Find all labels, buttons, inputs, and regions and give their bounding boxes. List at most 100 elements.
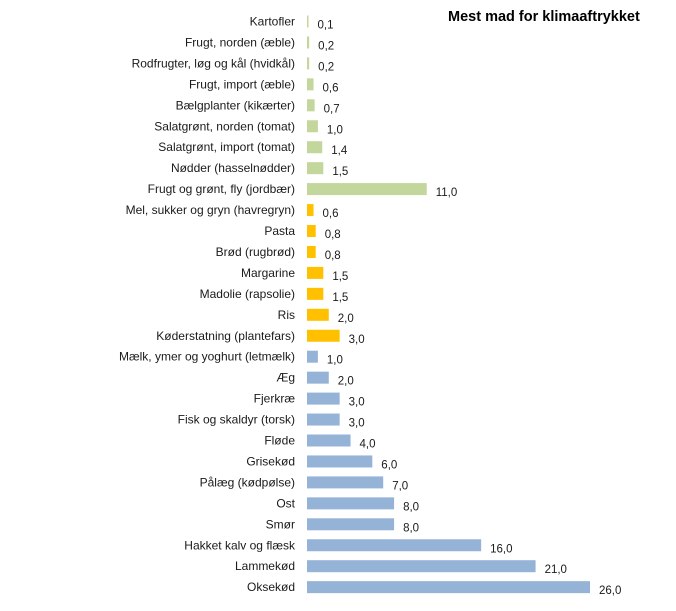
value-label: 7,0	[392, 480, 408, 492]
bar	[307, 350, 318, 363]
bar-row: Fisk og skaldyr (torsk) 3,0	[178, 413, 365, 430]
bar	[307, 183, 427, 196]
bar-row: Grisekød 6,0	[246, 454, 397, 471]
bar	[307, 15, 309, 28]
value-label: 0,1	[318, 20, 334, 32]
category-label: Frugt, import (æble)	[189, 77, 295, 91]
bar	[307, 57, 310, 70]
value-label: 11,0	[436, 187, 458, 199]
bar	[307, 581, 590, 594]
bar	[307, 225, 316, 237]
bar-row: Nødder (hasselnødder) 1,5	[171, 161, 348, 178]
bar-row: Salatgrønt, import (tomat) 1,4	[158, 140, 348, 157]
bar-row: Oksekød 26,0	[247, 580, 621, 597]
category-label: Bælgplanter (kikærter)	[176, 98, 295, 112]
value-label: 1,0	[327, 355, 343, 367]
bar-row: Ost 8,0	[276, 496, 419, 513]
bar-row: Ris 2,0	[278, 308, 354, 325]
bar-row: Æg 2,0	[276, 371, 353, 388]
bar	[307, 120, 318, 133]
category-label: Grisekød	[246, 454, 295, 468]
category-label: Oksekød	[247, 580, 295, 594]
bar	[307, 78, 314, 91]
value-label: 2,0	[338, 376, 354, 388]
category-label: Pålæg (kødpølse)	[200, 475, 295, 489]
bar	[307, 162, 324, 175]
bar-row: Bælgplanter (kikærter) 0,7	[176, 98, 340, 115]
bar	[307, 204, 314, 217]
category-label: Ris	[278, 308, 295, 322]
value-label: 0,8	[325, 250, 341, 262]
bar	[307, 455, 373, 468]
bar-row: Salatgrønt, norden (tomat) 1,0	[154, 119, 343, 136]
category-label: Køderstatning (plantefars)	[156, 329, 295, 343]
bar-row: Frugt, import (æble) 0,6	[189, 77, 339, 94]
category-label: Madolie (rapsolie)	[200, 287, 295, 301]
value-label: 1,5	[332, 292, 348, 304]
bar	[307, 434, 351, 447]
bar-row: Kartofler 0,1	[250, 15, 334, 32]
category-label: Fjerkræ	[254, 392, 296, 406]
value-label: 0,2	[318, 61, 334, 73]
bar	[307, 560, 536, 573]
chart-title: Mest mad for klimaaftrykket	[448, 9, 640, 25]
bar	[307, 266, 324, 279]
bar-row: Rodfrugter, løg og kål (hvidkål) 0,2	[132, 56, 335, 73]
bar	[307, 99, 315, 112]
value-label: 4,0	[360, 439, 376, 451]
value-label: 3,0	[349, 397, 365, 409]
bar	[307, 308, 329, 321]
bar-row: Lammekød 21,0	[235, 559, 567, 576]
bar-row: Mel, sukker og gryn (havregryn) 0,6	[126, 203, 339, 220]
category-label: Frugt og grønt, fly (jordbær)	[148, 182, 295, 196]
value-label: 0,7	[324, 103, 340, 115]
value-label: 6,0	[381, 459, 397, 471]
value-label: 1,5	[332, 271, 348, 283]
bar	[307, 287, 324, 300]
category-label: Frugt, norden (æble)	[185, 35, 295, 49]
bar-row: Smør 8,0	[266, 517, 419, 534]
category-label: Pasta	[264, 224, 295, 238]
value-label: 8,0	[403, 522, 419, 534]
value-label: 1,5	[332, 166, 348, 178]
bar	[307, 329, 340, 342]
bar	[307, 392, 340, 405]
bar	[307, 539, 482, 552]
bar-row: Brød (rugbrød) 0,8	[216, 245, 341, 262]
value-label: 2,0	[338, 313, 354, 325]
category-label: Salatgrønt, import (tomat)	[158, 140, 295, 154]
category-label: Mælk, ymer og yoghurt (letmælk)	[119, 350, 295, 364]
category-label: Fisk og skaldyr (torsk)	[178, 413, 295, 427]
bar	[307, 476, 384, 489]
bar	[307, 518, 395, 531]
bar-row: Madolie (rapsolie) 1,5	[200, 287, 349, 304]
category-label: Mel, sukker og gryn (havregryn)	[126, 203, 295, 217]
value-label: 16,0	[490, 543, 512, 555]
bar	[307, 141, 323, 154]
category-label: Rodfrugter, løg og kål (hvidkål)	[132, 56, 295, 70]
category-label: Hakket kalv og flæsk	[184, 538, 296, 552]
category-label: Kartofler	[250, 15, 295, 29]
bar	[307, 245, 316, 258]
value-label: 8,0	[403, 501, 419, 513]
bar	[307, 497, 395, 510]
value-label: 0,2	[318, 40, 334, 52]
category-label: Margarine	[241, 266, 295, 280]
bar-row: Fjerkræ 3,0	[254, 392, 365, 409]
bar-row: Køderstatning (plantefars) 3,0	[156, 329, 364, 346]
bar-row: Frugt og grønt, fly (jordbær) 11,0	[148, 182, 458, 199]
category-label: Fløde	[264, 434, 295, 448]
value-label: 1,4	[331, 145, 348, 157]
value-label: 0,6	[323, 208, 339, 220]
value-label: 3,0	[349, 334, 365, 346]
bar-row: Margarine 1,5	[241, 266, 348, 283]
category-label: Æg	[276, 371, 295, 385]
bar-row: Fløde 4,0	[264, 434, 375, 451]
value-label: 21,0	[545, 564, 567, 576]
bar-row: Hakket kalv og flæsk 16,0	[184, 538, 512, 555]
bar-row: Mælk, ymer og yoghurt (letmælk) 1,0	[119, 350, 343, 367]
bar-row: Pasta 0,8	[264, 224, 340, 241]
category-label: Ost	[276, 496, 295, 510]
